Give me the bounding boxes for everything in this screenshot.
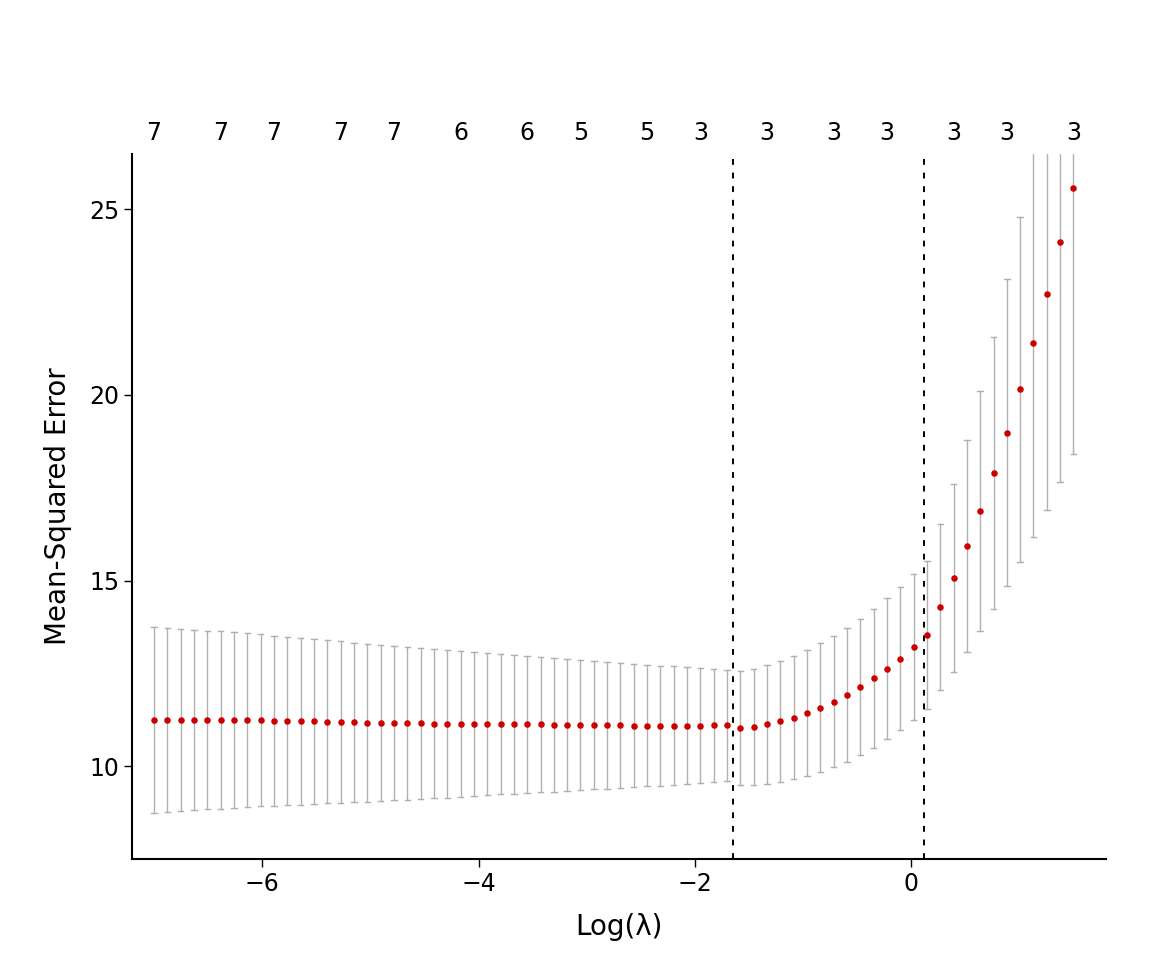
Point [825,694,843,709]
Point [518,716,537,732]
Point [771,713,789,729]
Point [1038,286,1056,301]
Point [158,712,176,728]
Point [785,709,803,725]
Point [558,717,576,732]
Point [399,715,417,731]
Point [732,721,750,736]
Point [638,718,657,733]
Point [332,714,350,730]
Point [371,715,389,731]
Point [864,671,882,686]
Point [172,712,190,728]
Point [878,661,896,677]
Point [531,717,550,732]
Point [411,716,430,732]
Point [904,639,923,655]
Point [838,687,856,703]
Point [744,719,763,734]
Point [945,570,963,586]
X-axis label: Log(λ): Log(λ) [576,913,662,941]
Point [491,716,509,732]
Point [1024,335,1043,350]
Point [291,713,310,729]
Point [305,714,324,730]
Point [505,716,523,732]
Point [971,503,990,518]
Point [278,713,296,729]
Point [478,716,497,732]
Point [425,716,444,732]
Point [358,715,377,731]
Point [265,713,283,729]
Point [798,706,817,721]
Point [251,712,270,728]
Y-axis label: Mean-Squared Error: Mean-Squared Error [45,368,73,645]
Point [957,539,976,554]
Point [385,715,403,731]
Point [851,680,870,695]
Point [184,712,203,728]
Point [665,718,683,733]
Point [198,712,217,728]
Point [344,714,363,730]
Point [758,717,776,732]
Point [984,466,1002,481]
Point [238,712,257,728]
Point [464,716,483,732]
Point [318,714,336,730]
Point [452,716,470,732]
Point [545,717,563,732]
Point [1051,234,1069,250]
Point [691,718,710,733]
Point [890,651,909,666]
Point [718,718,736,733]
Point [612,718,630,733]
Point [624,718,643,733]
Point [225,712,243,728]
Point [677,718,696,733]
Point [438,716,456,732]
Point [705,718,723,733]
Point [811,700,829,715]
Point [212,712,230,728]
Point [651,718,669,733]
Point [145,712,164,728]
Point [584,717,602,732]
Point [1011,382,1030,397]
Point [998,425,1016,441]
Point [1064,180,1083,196]
Point [931,600,949,615]
Point [918,628,937,643]
Point [598,717,616,732]
Point [571,717,590,732]
